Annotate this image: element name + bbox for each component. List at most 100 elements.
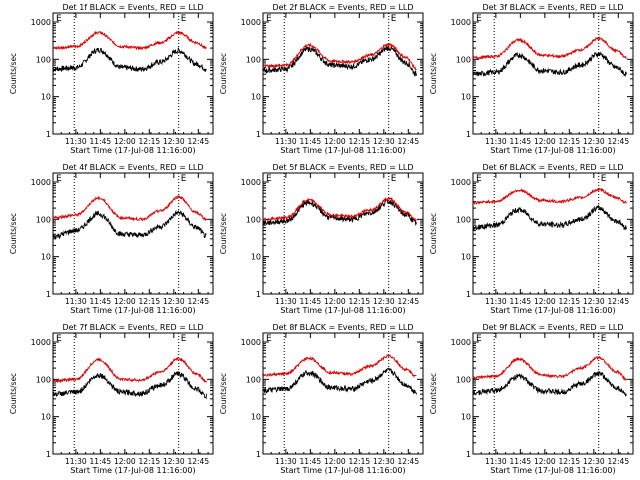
y-tick-label: 1 — [256, 450, 261, 459]
y-tick-label: 1000 — [241, 178, 261, 187]
y-tick-label: 1000 — [451, 338, 471, 347]
x-tick-label: 11:30 — [485, 297, 507, 306]
x-axis-label: Start Time (17-Jul-08 11:16:00) — [490, 306, 615, 315]
e-marker: E — [391, 174, 397, 184]
y-tick-label: 1 — [46, 130, 51, 139]
x-tick-label: 12:30 — [163, 457, 185, 466]
y-tick-label: 10 — [251, 253, 261, 262]
series-line-lld — [52, 30, 207, 51]
y-tick-label: 100 — [36, 215, 51, 224]
x-tick-label: 12:00 — [324, 297, 346, 306]
x-tick-label: 12:30 — [583, 137, 605, 146]
series-line-events — [472, 51, 627, 77]
y-tick-label: 100 — [36, 375, 51, 384]
series-line-lld — [52, 194, 207, 222]
x-tick-label: 11:30 — [65, 297, 87, 306]
series-line-events — [262, 45, 417, 77]
series-line-lld — [262, 42, 417, 72]
e-marker: E — [391, 14, 397, 24]
plot-frame — [262, 12, 424, 135]
e-marker: E — [181, 14, 187, 24]
y-tick-label: 1000 — [31, 18, 51, 27]
x-tick-label: 12:30 — [583, 457, 605, 466]
x-axis-label: Start Time (17-Jul-08 11:16:00) — [490, 466, 615, 475]
y-tick-label: 10 — [41, 253, 51, 262]
y-axis-label: Counts/sec — [429, 213, 438, 254]
x-tick-label: 11:30 — [65, 137, 87, 146]
series-line-events — [52, 46, 207, 73]
x-tick-label: 11:45 — [90, 297, 112, 306]
x-tick-label: 12:00 — [324, 137, 346, 146]
x-tick-label: 11:45 — [90, 457, 112, 466]
e-marker: E — [476, 174, 482, 184]
x-tick-label: 12:45 — [187, 137, 209, 146]
series-line-events — [262, 367, 417, 395]
e-marker: E — [181, 334, 187, 344]
y-tick-label: 1000 — [451, 178, 471, 187]
e-marker: E — [266, 174, 272, 184]
x-tick-label: 12:45 — [187, 457, 209, 466]
e-marker: E — [56, 14, 62, 24]
plot-frame — [472, 172, 634, 295]
y-tick-label: 1 — [46, 290, 51, 299]
x-tick-label: 11:30 — [275, 137, 297, 146]
y-axis-label: Counts/sec — [219, 213, 228, 254]
y-tick-label: 10 — [41, 413, 51, 422]
x-tick-label: 12:30 — [373, 137, 395, 146]
y-axis-label: Counts/sec — [429, 373, 438, 414]
x-tick-label: 11:45 — [510, 297, 532, 306]
x-axis-label: Start Time (17-Jul-08 11:16:00) — [70, 146, 195, 155]
series-line-events — [472, 370, 627, 397]
x-axis-label: Start Time (17-Jul-08 11:16:00) — [70, 306, 195, 315]
y-axis-label: Counts/sec — [429, 53, 438, 94]
y-axis-label: Counts/sec — [9, 373, 18, 414]
panel-title: Det 3f BLACK = Events, RED = LLD — [482, 3, 623, 12]
x-tick-label: 11:30 — [275, 297, 297, 306]
y-tick-label: 100 — [456, 55, 471, 64]
x-tick-label: 12:45 — [397, 457, 419, 466]
series-line-events — [52, 209, 207, 240]
x-tick-label: 12:30 — [163, 137, 185, 146]
x-tick-label: 11:45 — [510, 457, 532, 466]
x-tick-label: 11:45 — [300, 137, 322, 146]
x-tick-label: 11:30 — [275, 457, 297, 466]
y-tick-label: 10 — [461, 253, 471, 262]
x-tick-label: 11:45 — [90, 137, 112, 146]
y-tick-label: 100 — [456, 375, 471, 384]
x-tick-label: 12:45 — [397, 137, 419, 146]
series-line-events — [52, 371, 207, 400]
panel-title: Det 5f BLACK = Events, RED = LLD — [272, 163, 413, 172]
x-tick-label: 12:15 — [139, 457, 161, 466]
series-line-lld — [262, 354, 417, 378]
plot-frame — [262, 172, 424, 295]
panel-title: Det 9f BLACK = Events, RED = LLD — [482, 323, 623, 332]
x-tick-label: 12:15 — [559, 457, 581, 466]
y-tick-label: 1 — [466, 450, 471, 459]
y-tick-label: 1000 — [241, 338, 261, 347]
x-tick-label: 12:15 — [139, 297, 161, 306]
y-tick-label: 10 — [461, 93, 471, 102]
y-axis-label: Counts/sec — [219, 53, 228, 94]
panel-title: Det 6f BLACK = Events, RED = LLD — [482, 163, 623, 172]
plot-frame — [52, 12, 214, 135]
x-axis-label: Start Time (17-Jul-08 11:16:00) — [490, 146, 615, 155]
x-tick-label: 11:45 — [300, 457, 322, 466]
x-tick-label: 12:30 — [373, 297, 395, 306]
y-tick-label: 10 — [251, 413, 261, 422]
y-tick-label: 1000 — [451, 18, 471, 27]
plot-frame — [52, 332, 214, 455]
y-tick-label: 100 — [246, 215, 261, 224]
y-tick-label: 10 — [41, 93, 51, 102]
e-marker: E — [56, 174, 62, 184]
e-marker: E — [601, 14, 607, 24]
x-tick-label: 12:00 — [534, 137, 556, 146]
series-line-lld — [472, 35, 627, 60]
y-axis-label: Counts/sec — [9, 213, 18, 254]
y-tick-label: 1000 — [241, 18, 261, 27]
x-tick-label: 12:45 — [187, 297, 209, 306]
x-tick-label: 12:00 — [534, 457, 556, 466]
